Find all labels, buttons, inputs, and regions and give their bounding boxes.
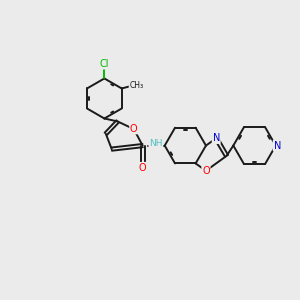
Text: NH: NH xyxy=(149,139,163,148)
Text: O: O xyxy=(139,163,146,173)
Text: O: O xyxy=(202,166,210,176)
Text: Cl: Cl xyxy=(100,59,109,69)
Text: CH₃: CH₃ xyxy=(129,81,143,90)
Text: N: N xyxy=(213,133,220,143)
Text: O: O xyxy=(130,124,138,134)
Text: N: N xyxy=(274,141,281,151)
